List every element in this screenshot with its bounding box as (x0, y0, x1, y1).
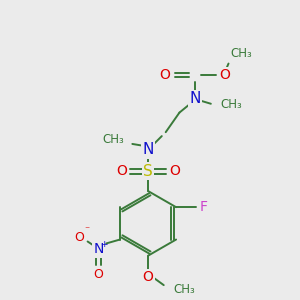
Text: O: O (116, 164, 127, 178)
Text: ⁻: ⁻ (84, 226, 89, 236)
Text: O: O (142, 270, 154, 284)
Text: CH₃: CH₃ (103, 133, 124, 146)
Text: N: N (190, 92, 201, 106)
Text: CH₃: CH₃ (221, 98, 242, 111)
Text: O: O (94, 268, 103, 281)
Text: CH₃: CH₃ (174, 283, 195, 296)
Text: CH₃: CH₃ (230, 47, 252, 60)
Text: O: O (74, 231, 84, 244)
Text: O: O (159, 68, 170, 82)
Text: O: O (219, 68, 230, 82)
Text: S: S (143, 164, 153, 179)
Text: F: F (200, 200, 208, 214)
Text: +: + (100, 240, 108, 249)
Text: N: N (142, 142, 154, 157)
Text: N: N (93, 242, 103, 256)
Text: O: O (169, 164, 180, 178)
